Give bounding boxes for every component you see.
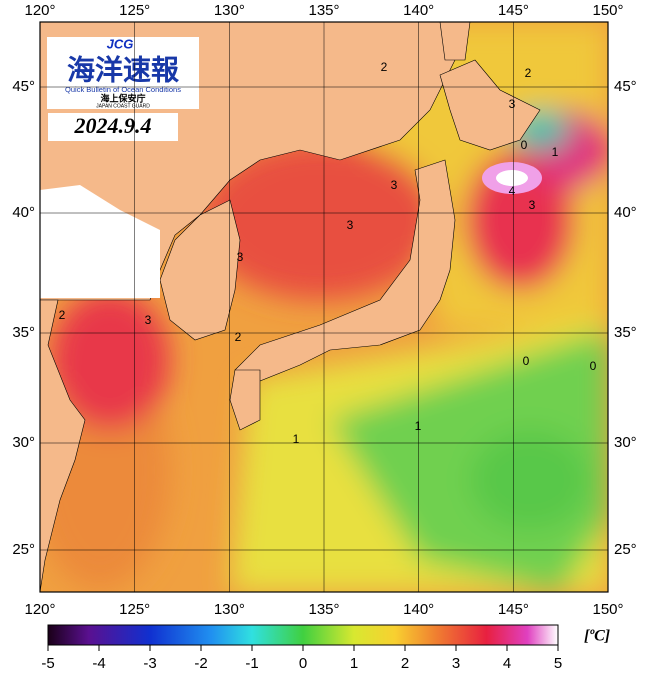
contour-label: 3 [145,313,152,327]
contour-label: 0 [590,359,597,373]
lon-label: 145° [498,601,529,618]
lon-label: 150° [592,601,623,618]
colorbar-tick-label: 5 [554,655,562,672]
lon-label: 130° [214,601,245,618]
lon-label: 135° [308,2,339,19]
contour-label: 2 [525,66,532,80]
colorbar-tick-label: -1 [245,655,258,672]
date: 2024.9.4 [74,113,152,138]
contour-label: 3 [347,218,354,232]
contour-label: 4 [509,184,516,198]
contour-label: 2 [381,60,388,74]
lon-label: 120° [24,601,55,618]
colorbar-tick-label: -4 [92,655,105,672]
contour-label: 3 [509,97,516,111]
lat-label: 45° [12,78,35,95]
contour-label: 0 [521,138,528,152]
logo-subtitle: Quick Bulletin of Ocean Conditions [65,85,181,94]
colorbar-tick-label: -5 [41,655,54,672]
colorbar-tick-label: 2 [401,655,409,672]
date-box [48,113,178,141]
colorbar-tick-label: -2 [194,655,207,672]
contour-label: 1 [293,432,300,446]
lon-label: 120° [24,2,55,19]
colorbar-tick-label: 0 [299,655,307,672]
contour-label: 1 [552,145,559,159]
lat-label: 35° [12,324,35,341]
lat-label: 40° [12,204,35,221]
lat-label: 40° [614,204,637,221]
colorbar-tick-label: 3 [452,655,460,672]
colorbar-tick-label: 4 [503,655,511,672]
lon-label: 125° [119,601,150,618]
logo-title: 海洋速報 [67,53,180,85]
contour-label: 3 [529,198,536,212]
logo: JCG 海洋速報 Quick Bulletin of Ocean Conditi… [47,36,199,109]
contour-label: 3 [237,250,244,264]
lat-label: 30° [12,434,35,451]
contour-label: 3 [391,178,398,192]
contour-label: 2 [59,308,66,322]
colorbar-tick-label: 1 [350,655,358,672]
contour-label: 0 [523,354,530,368]
lon-label: 130° [214,2,245,19]
contour-label: 1 [415,419,422,433]
lon-label: 135° [308,601,339,618]
colorbar [47,624,559,646]
lat-label: 30° [614,434,637,451]
lat-label: 25° [614,541,637,558]
lat-label: 35° [614,324,637,341]
logo-abbr: JCG [107,36,134,51]
lon-label: 125° [119,2,150,19]
lon-label: 145° [498,2,529,19]
contour-label: 2 [235,330,242,344]
lon-label: 140° [403,2,434,19]
colorbar-unit: [ºC] [584,628,610,645]
lat-label: 45° [614,78,637,95]
lon-label: 140° [403,601,434,618]
logo-org-en: JAPAN COAST GUARD [96,103,150,109]
lat-label: 25° [12,541,35,558]
logo-org: 海上保安庁 [100,92,145,103]
lon-label: 150° [592,2,623,19]
logo-box [47,37,199,109]
colorbar-tick-label: -3 [143,655,156,672]
